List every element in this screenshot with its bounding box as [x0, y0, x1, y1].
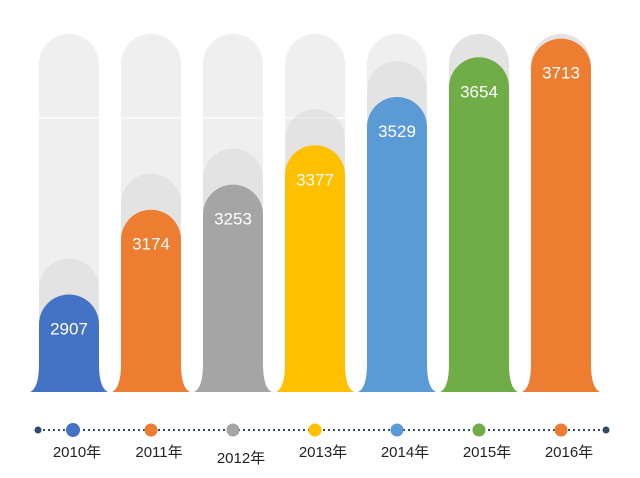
timeline-marker — [308, 423, 322, 437]
timeline-marker — [226, 423, 240, 437]
timeline-end-dot — [602, 426, 610, 434]
bar-value-label: 3253 — [214, 210, 252, 229]
timeline-marker — [390, 423, 404, 437]
bar-value-label: 3174 — [132, 235, 170, 254]
x-tick-label: 2010年 — [53, 444, 101, 461]
bar — [358, 97, 436, 392]
timeline-axis — [34, 423, 610, 437]
bar — [276, 145, 354, 392]
bar — [522, 38, 600, 392]
bar-value-label: 3529 — [378, 122, 416, 141]
x-tick-label: 2016年 — [545, 444, 593, 461]
bar — [112, 209, 190, 392]
bar-value-label: 3713 — [542, 64, 580, 83]
bar-series — [30, 38, 600, 392]
bar-value-label: 2907 — [50, 320, 88, 339]
x-tick-label: 2013年 — [299, 444, 347, 461]
timeline-start-dot — [34, 426, 42, 434]
value-labels: 2907 3174 3253 3377 3529 3654 3713 — [50, 64, 580, 339]
timeline-marker — [472, 423, 486, 437]
timeline-marker — [144, 423, 158, 437]
x-tick-label: 2012年 — [217, 450, 265, 467]
x-tick-label: 2015年 — [463, 444, 511, 461]
bar — [194, 184, 272, 392]
bar-value-label: 3377 — [296, 170, 334, 189]
bar — [440, 57, 518, 392]
timeline-marker — [554, 423, 568, 437]
bar — [30, 294, 108, 392]
x-tick-label: 2014年 — [381, 444, 429, 461]
year-labels: 2010年 2011年 2012年 2013年 2014年 2015年 2016年 — [53, 444, 593, 467]
timeline-marker — [66, 423, 80, 437]
bar-value-label: 3654 — [460, 82, 498, 101]
x-tick-label: 2011年 — [135, 444, 182, 461]
